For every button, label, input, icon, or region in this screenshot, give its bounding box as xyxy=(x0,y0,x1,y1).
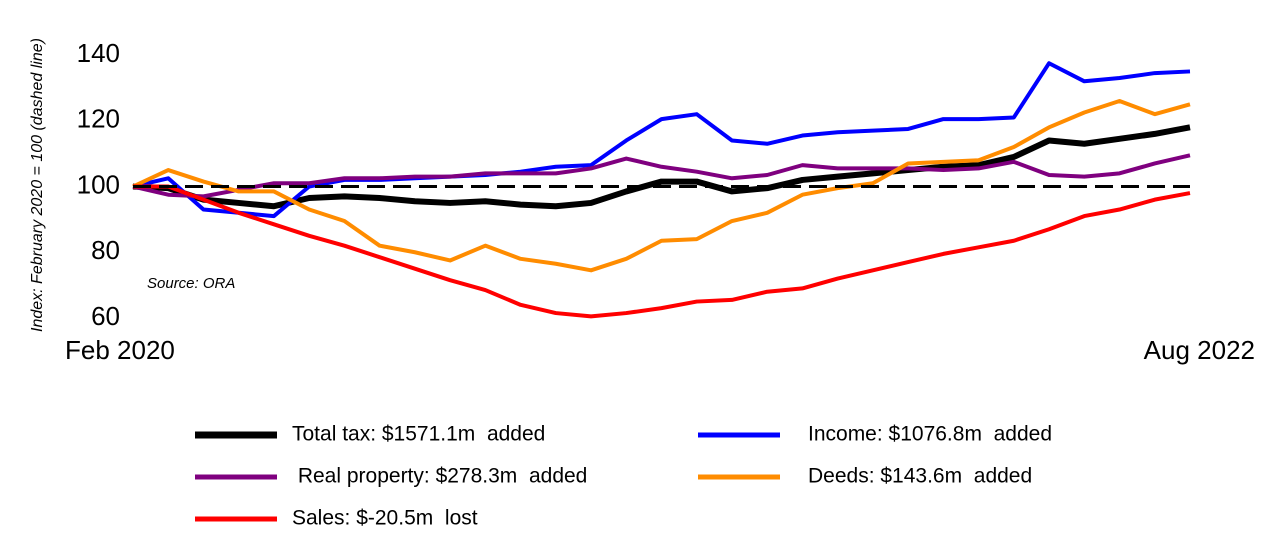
y-tick-label: 140 xyxy=(77,38,120,68)
y-tick-label: 80 xyxy=(91,235,120,265)
legend-label: Deeds: $143.6m added xyxy=(808,465,1032,488)
series-line xyxy=(133,184,1191,319)
legend-label: Income: $1076.8m added xyxy=(808,423,1052,446)
y-tick-label: 120 xyxy=(77,104,120,134)
series-line xyxy=(132,61,1191,219)
x-tick-label: Feb 2020 xyxy=(65,335,175,365)
y-tick-label: 100 xyxy=(77,169,120,199)
legend-label: Total tax: $1571.1m added xyxy=(292,423,545,446)
legend-label: Real property: $278.3m added xyxy=(292,465,587,488)
y-tick-label: 60 xyxy=(91,301,120,331)
x-tick-label: Aug 2022 xyxy=(1144,335,1255,365)
source-note: Source: ORA xyxy=(147,275,235,292)
series-line xyxy=(132,153,1191,199)
series-line xyxy=(132,99,1191,273)
legend-label: Sales: $-20.5m lost xyxy=(292,507,478,530)
series-line xyxy=(132,124,1191,210)
y-axis-label: Index: February 2020 = 100 (dashed line) xyxy=(29,38,46,332)
